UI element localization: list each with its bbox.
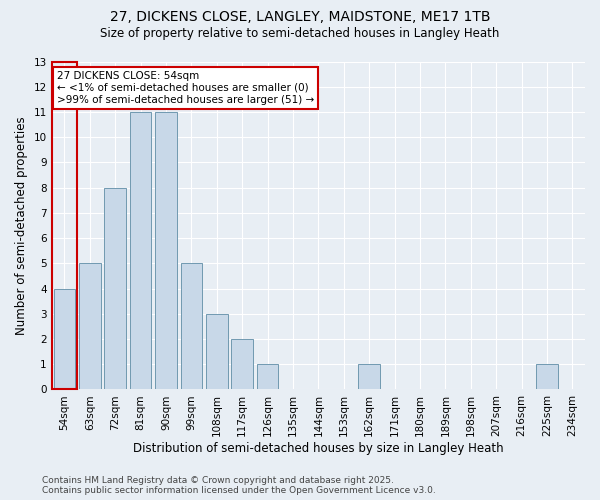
X-axis label: Distribution of semi-detached houses by size in Langley Heath: Distribution of semi-detached houses by … (133, 442, 503, 455)
Y-axis label: Number of semi-detached properties: Number of semi-detached properties (15, 116, 28, 335)
Bar (104, 188, 126, 390)
Bar (181, 264, 202, 390)
Text: Size of property relative to semi-detached houses in Langley Heath: Size of property relative to semi-detach… (100, 28, 500, 40)
Bar (358, 364, 380, 390)
Bar (206, 314, 227, 390)
Bar (232, 339, 253, 390)
Bar (52, 62, 77, 390)
Bar (257, 364, 278, 390)
Bar (79, 264, 101, 390)
Text: 27 DICKENS CLOSE: 54sqm
← <1% of semi-detached houses are smaller (0)
>99% of se: 27 DICKENS CLOSE: 54sqm ← <1% of semi-de… (57, 72, 314, 104)
Bar (130, 112, 151, 390)
Text: 27, DICKENS CLOSE, LANGLEY, MAIDSTONE, ME17 1TB: 27, DICKENS CLOSE, LANGLEY, MAIDSTONE, M… (110, 10, 490, 24)
Text: Contains HM Land Registry data © Crown copyright and database right 2025.
Contai: Contains HM Land Registry data © Crown c… (42, 476, 436, 495)
Bar (53, 288, 75, 390)
Bar (155, 112, 177, 390)
Bar (536, 364, 557, 390)
